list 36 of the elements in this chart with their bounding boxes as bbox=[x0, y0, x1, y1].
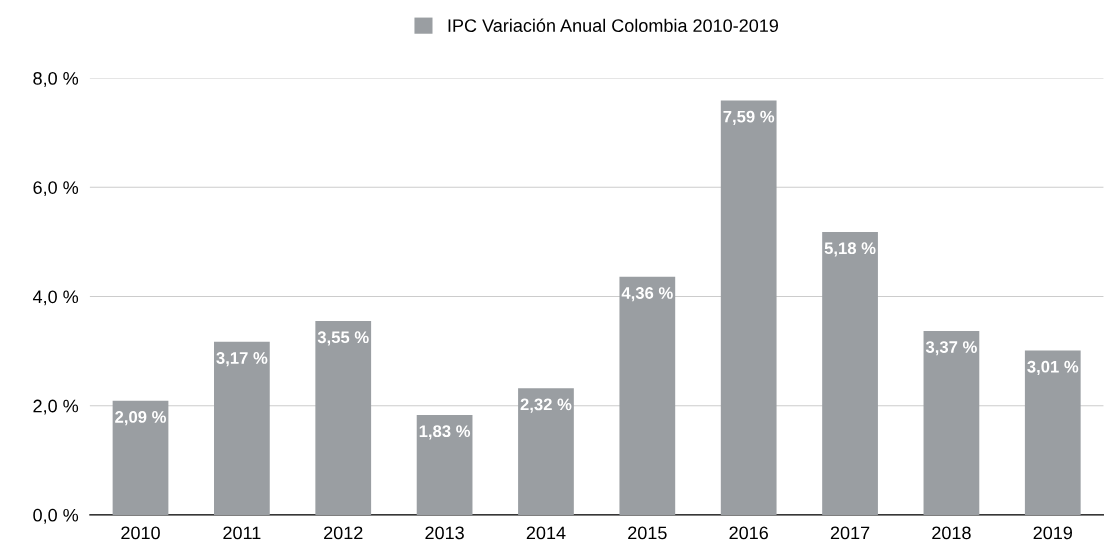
data-label: 3,01 % bbox=[1027, 360, 1079, 376]
y-tick-label: 4,0 % bbox=[32, 290, 79, 306]
bar bbox=[720, 100, 777, 515]
bar bbox=[416, 414, 473, 515]
bar bbox=[1024, 350, 1081, 515]
y-tick-label: 2,0 % bbox=[33, 399, 79, 415]
legend-label: IPC Variación Anual Colombia 2010-2019 bbox=[448, 18, 778, 33]
data-label: 3,37 % bbox=[925, 341, 977, 356]
x-tick-label: 2018 bbox=[932, 526, 971, 540]
data-label: 3,17 % bbox=[216, 352, 268, 367]
bar bbox=[619, 276, 676, 515]
x-tick-label: 2019 bbox=[1033, 526, 1072, 540]
y-tick-label: 6,0 % bbox=[33, 181, 79, 197]
x-tick-label: 2016 bbox=[729, 526, 768, 540]
bar bbox=[112, 400, 169, 515]
bar bbox=[923, 330, 980, 515]
data-label: 4,36 % bbox=[621, 287, 673, 302]
bar bbox=[315, 321, 372, 515]
bar bbox=[518, 388, 574, 515]
x-tick-label: 2014 bbox=[526, 526, 566, 540]
y-tick-label: 0,0 % bbox=[33, 508, 79, 524]
x-tick-label: 2010 bbox=[121, 526, 160, 540]
data-label: 2,32 % bbox=[520, 398, 572, 413]
data-label: 1,83 % bbox=[419, 425, 471, 440]
bar bbox=[822, 232, 878, 515]
x-tick-label: 2013 bbox=[425, 526, 464, 540]
data-label: 7,59 % bbox=[723, 110, 775, 125]
x-tick-label: 2012 bbox=[324, 526, 363, 540]
x-tick-label: 2017 bbox=[830, 526, 870, 540]
x-tick-label: 2011 bbox=[223, 526, 261, 540]
bar bbox=[214, 341, 270, 515]
data-label: 5,18 % bbox=[824, 242, 876, 257]
data-label: 2,09 % bbox=[115, 411, 167, 426]
data-label: 3,55 % bbox=[317, 331, 369, 346]
y-tick-label: 8,0 % bbox=[33, 71, 79, 87]
x-tick-label: 2015 bbox=[628, 526, 667, 540]
